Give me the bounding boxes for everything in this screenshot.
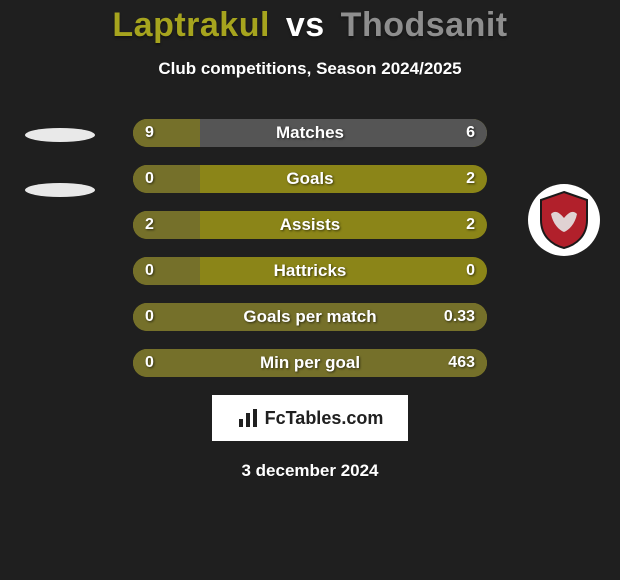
bar-right-value: 2 — [466, 211, 475, 239]
stat-bar: 02Goals — [133, 165, 487, 193]
bar-left-fill — [133, 119, 200, 147]
stat-bar: 00Hattricks — [133, 257, 487, 285]
player1-ellipse-icon — [25, 128, 95, 142]
bar-right-value: 0 — [466, 257, 475, 285]
branding-box: FcTables.com — [212, 395, 408, 441]
subtitle: Club competitions, Season 2024/2025 — [0, 59, 620, 79]
bar-left-fill — [133, 303, 487, 331]
date-text: 3 december 2024 — [0, 461, 620, 481]
bar-right-value: 2 — [466, 165, 475, 193]
title-vs: vs — [286, 6, 325, 44]
stat-bar: 22Assists — [133, 211, 487, 239]
comparison-infographic: Laptrakul vs Thodsanit Club competitions… — [0, 0, 620, 580]
player2-club-badge-icon — [528, 184, 600, 256]
club-shield-icon — [535, 191, 593, 249]
branding-chart-icon — [237, 407, 259, 429]
branding-text: FcTables.com — [265, 408, 384, 429]
stat-bars: 96Matches 02Goals 22Assists 00Hattricks 00.3… — [133, 119, 487, 377]
bar-left-fill — [133, 257, 200, 285]
title-player2: Thodsanit — [341, 6, 508, 44]
bar-left-fill — [133, 211, 200, 239]
stat-bar: 96Matches — [133, 119, 487, 147]
bar-left-fill — [133, 165, 200, 193]
bar-left-fill — [133, 349, 487, 377]
player1-ellipse2-icon — [25, 183, 95, 197]
title-player1: Laptrakul — [112, 6, 270, 44]
stat-bar: 00.33Goals per match — [133, 303, 487, 331]
bar-right-fill — [200, 119, 487, 147]
page-title: Laptrakul vs Thodsanit — [0, 6, 620, 45]
stat-bar: 0463Min per goal — [133, 349, 487, 377]
